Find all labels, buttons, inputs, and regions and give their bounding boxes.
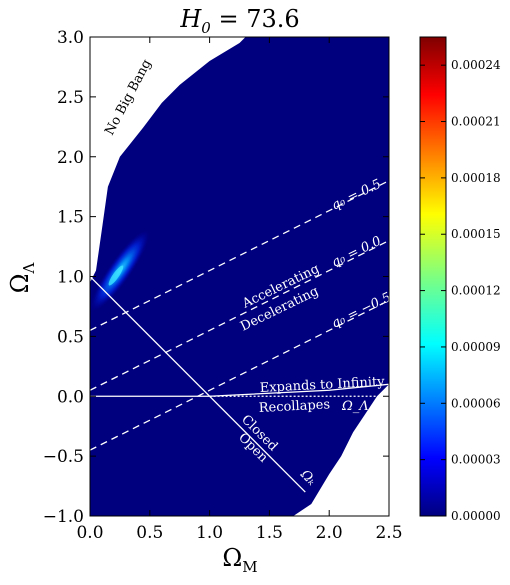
x-tick-label: 0.5: [136, 523, 163, 543]
colorbar-tick-label: 0.00015: [451, 227, 501, 241]
colorbar-tick-label: 0.00006: [451, 396, 501, 410]
chart-title: H0 = 73.6: [179, 5, 299, 37]
x-tick-label: 1.5: [256, 523, 283, 543]
colorbar-tick-label: 0.00018: [451, 171, 501, 185]
posterior-peak-core: [108, 265, 124, 286]
y-tick-label: −0.5: [43, 447, 84, 467]
colorbar-tick-label: 0.00012: [451, 284, 501, 298]
colorbar-tick-label: 0.00009: [451, 340, 501, 354]
colorbar: [419, 36, 447, 517]
x-tick-label: 1.0: [196, 523, 223, 543]
q0-line-0: [90, 180, 389, 331]
y-tick-label: 0.5: [57, 327, 84, 347]
y-tick-label: −1.0: [43, 507, 84, 527]
recollapse-boundary-line: [90, 383, 389, 397]
x-tick-label: 2.0: [316, 523, 343, 543]
colorbar-tick-label: 0.00003: [451, 453, 501, 467]
y-tick-label: 2.0: [57, 148, 84, 168]
colorbar-tick-label: 0.00024: [451, 58, 501, 72]
x-tick-label: 2.5: [375, 523, 402, 543]
y-tick-label: 1.0: [57, 268, 84, 288]
x-tick-label: 0.0: [76, 523, 103, 543]
y-tick-label: 0.0: [57, 387, 84, 407]
y-tick-label: 1.5: [57, 208, 84, 228]
expands-label: Expands to Infinity: [259, 374, 385, 396]
y-tick-label: 2.5: [57, 88, 84, 108]
colorbar-tick-label: 0.00000: [451, 509, 501, 523]
recollapses-label: Recollapes: [258, 397, 330, 416]
flat-universe-line: [90, 276, 306, 493]
q0-line-1: [90, 239, 389, 391]
y-axis-label: ΩΛ: [6, 262, 38, 293]
colorbar-tick-label: 0.00021: [451, 115, 501, 129]
x-axis-label: ΩM: [222, 544, 257, 576]
omega-lambda-zero-label: Ω_Λ = 0: [341, 399, 396, 414]
q0-line-2: [90, 299, 389, 451]
y-tick-label: 3.0: [57, 28, 84, 48]
